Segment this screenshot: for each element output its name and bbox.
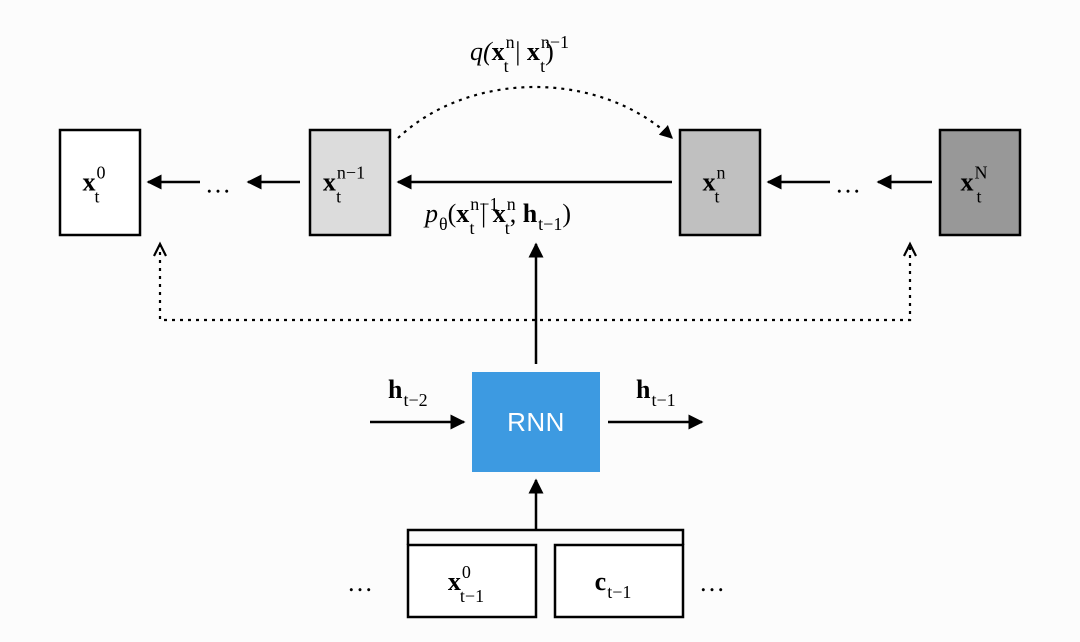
bottom-merge-bracket bbox=[408, 530, 683, 545]
ellipsis-bottom-right: … bbox=[699, 568, 725, 597]
input-box-xprev bbox=[408, 545, 536, 617]
label-h-out: ht−1 bbox=[636, 375, 676, 410]
label-q: q(xnt | xn−1t) bbox=[470, 32, 569, 76]
ellipsis-bottom-left: … bbox=[347, 568, 373, 597]
node-xN bbox=[940, 130, 1020, 235]
node-xn bbox=[680, 130, 760, 235]
rnn-label: RNN bbox=[507, 407, 565, 437]
ellipsis-top-left: … bbox=[205, 170, 231, 199]
ellipsis-top-right: … bbox=[835, 170, 861, 199]
input-box-cprev bbox=[555, 545, 683, 617]
diagram-canvas: x0txn−1txntxNt……q(xnt | xn−1t)pθ(xn−1t |… bbox=[0, 0, 1080, 642]
label-p: pθ(xn−1t | xnt, ht−1) bbox=[423, 194, 571, 238]
node-x0 bbox=[60, 130, 140, 235]
arc-forward-q bbox=[398, 87, 672, 138]
label-h-in: ht−2 bbox=[388, 375, 428, 410]
